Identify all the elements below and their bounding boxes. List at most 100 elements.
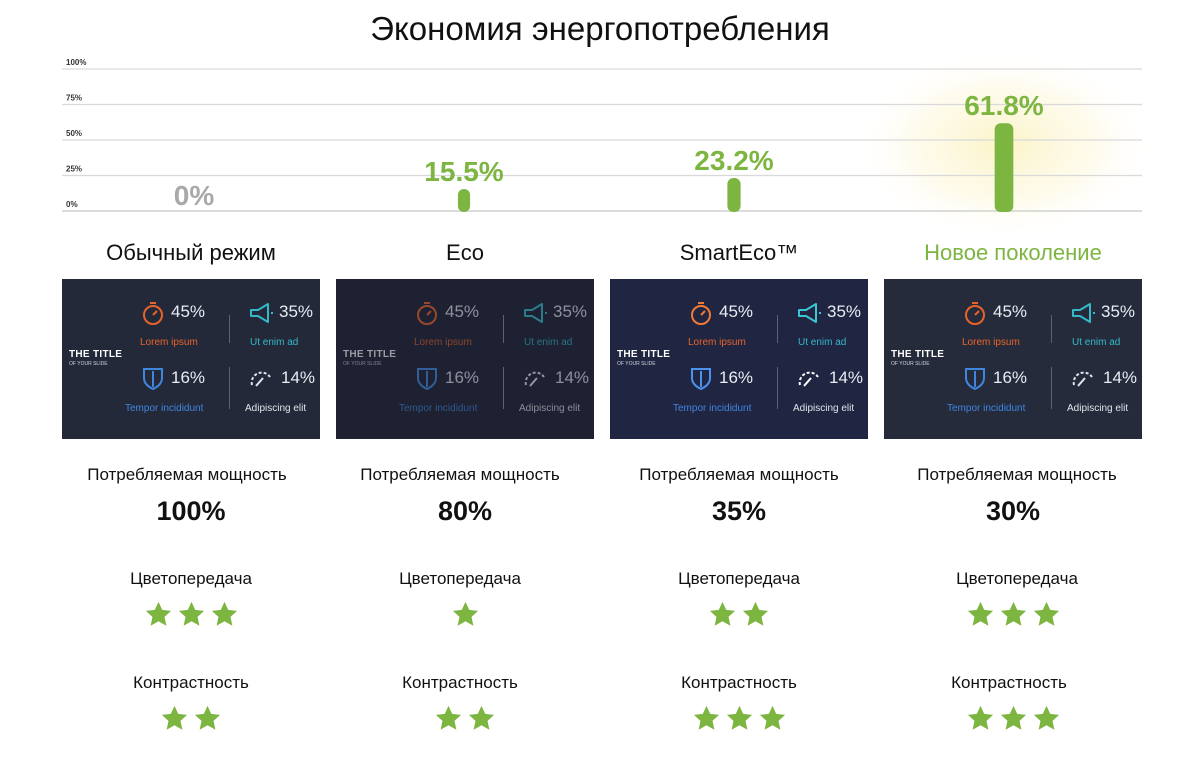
star-icon [211,601,237,626]
stopwatch-icon [965,302,985,325]
star-icon [1033,601,1059,626]
stat-value: 16% [719,368,754,387]
color-rendering-label: Цветопередача [399,569,521,588]
power-value: 80% [437,496,493,526]
bar [457,188,471,212]
bar-value-label: 23.2% [694,145,773,176]
slide-title: THE TITLE [617,349,671,360]
slide-divider [777,367,778,409]
star-icon [967,601,993,626]
stat-label: Tempor incididunt [673,403,752,414]
bar [727,178,741,212]
bar-value-label: 15.5% [424,156,503,187]
bar [994,123,1014,212]
mode-name-eco: Eco [446,240,484,265]
mode-name-normal: Обычный режим [106,240,276,265]
shield-icon [691,368,711,391]
megaphone-icon [798,303,821,323]
power-label: Потребляемая мощность [87,465,287,484]
star-icon [1033,705,1059,730]
bar-value-label: 61.8% [964,90,1043,121]
star-icon [452,601,478,626]
star-icon [435,705,462,730]
stat-label: Ut enim ad [798,337,847,348]
savings-bar-chart: 0% 25% 50% 75% 100% 0% 15.5% 23.2% 61.8% [62,50,1154,230]
color-rendering-label: Цветопередача [678,569,800,588]
contrast-label: Контрастность [133,673,249,692]
slide-divider [229,315,230,343]
megaphone-icon [250,303,273,323]
slide-divider [777,315,778,343]
stopwatch-icon [691,302,711,325]
shield-icon [143,368,163,391]
y-tick-label: 50% [66,129,82,138]
stopwatch-icon [143,302,163,325]
power-value: 30% [985,496,1041,526]
speedometer-icon [250,371,271,387]
slide-title: THE TITLE [69,349,123,360]
y-tick-label: 25% [66,165,82,174]
stat-label: Tempor incididunt [125,403,204,414]
power-value: 100% [156,496,226,526]
mode-name-new-generation: Новое поколение [924,240,1102,265]
y-tick-label: 100% [66,58,86,67]
stat-value: 35% [827,302,862,321]
slide-subtitle: OF YOUR SLIDE [69,361,108,367]
star-icon [468,705,495,730]
contrast-stars [62,704,320,733]
stat-value: 14% [281,368,316,387]
contrast-label: Контрастность [951,673,1067,692]
stat-label: Ut enim ad [250,337,299,348]
stat-label: Tempor incididunt [947,403,1026,414]
stat-value: 16% [993,368,1028,387]
slide-preview-smarteco: THE TITLE OF YOUR SLIDE 45% Lorem ipsum … [610,279,868,439]
slide-divider [1051,367,1052,409]
stat-value: 45% [719,302,754,321]
speedometer-icon [798,371,819,387]
slide-subtitle: OF YOUR SLIDE [617,361,656,367]
stat-value: 14% [1103,368,1138,387]
stat-value: 45% [993,302,1028,321]
contrast-stars [610,704,868,733]
star-icon [709,601,736,626]
slide-preview-new-generation: THE TITLE OF YOUR SLIDE 45% Lorem ipsum … [884,279,1142,439]
stat-label: Lorem ipsum [140,337,198,348]
slide-preview-eco: THE TITLE OF YOUR SLIDE 45% Lorem ipsum … [336,279,594,439]
slide-divider [503,315,504,343]
shield-icon [965,368,985,391]
stat-value: 14% [829,368,864,387]
slide-divider [503,367,504,409]
megaphone-icon [1072,303,1095,323]
star-icon [759,705,785,730]
stat-label: Ut enim ad [1072,337,1121,348]
color-rendering-stars [884,600,1142,629]
stat-label: Lorem ipsum [688,337,746,348]
color-rendering-stars [62,600,320,629]
slide-preview-normal: THE TITLE OF YOUR SLIDE 45% Lorem ipsum … [62,279,320,439]
star-icon [693,705,719,730]
stat-value: 45% [445,302,480,321]
star-icon [742,601,769,626]
slide-subtitle: OF YOUR SLIDE [891,361,930,367]
slide-divider [1051,315,1052,343]
y-tick-label: 0% [66,200,78,209]
stat-label: Tempor incididunt [399,403,478,414]
stat-label: Adipiscing elit [1067,403,1129,414]
power-label: Потребляемая мощность [917,465,1117,484]
stopwatch-icon [417,302,437,325]
contrast-stars [336,704,594,733]
y-tick-label: 75% [66,94,82,103]
mode-name-smarteco: SmartEco™ [679,240,799,265]
contrast-label: Контрастность [681,673,797,692]
contrast-stars [884,704,1142,733]
slide-divider [229,367,230,409]
stat-value: 45% [171,302,206,321]
stat-value: 16% [171,368,206,387]
stat-label: Lorem ipsum [414,337,472,348]
slide-subtitle: OF YOUR SLIDE [343,361,382,367]
stat-label: Ut enim ad [524,337,573,348]
star-icon [161,705,188,730]
stat-label: Adipiscing elit [245,403,307,414]
stat-value: 14% [555,368,590,387]
page-title: Экономия энергопотребления [370,10,830,47]
